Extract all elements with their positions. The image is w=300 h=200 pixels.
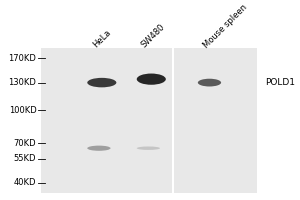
Ellipse shape [87, 78, 116, 87]
Text: 55KD: 55KD [14, 154, 36, 163]
Ellipse shape [198, 79, 221, 86]
Ellipse shape [137, 146, 160, 150]
Text: HeLa: HeLa [91, 28, 112, 50]
Text: POLD1: POLD1 [265, 78, 295, 87]
Text: 170KD: 170KD [8, 54, 36, 63]
FancyBboxPatch shape [41, 48, 257, 193]
Text: 70KD: 70KD [14, 139, 36, 148]
Text: 130KD: 130KD [8, 78, 36, 87]
Text: 40KD: 40KD [14, 178, 36, 187]
Ellipse shape [87, 146, 111, 151]
Text: 100KD: 100KD [9, 106, 36, 115]
Ellipse shape [137, 74, 166, 85]
Text: SW480: SW480 [139, 23, 166, 50]
Text: Mouse spleen: Mouse spleen [202, 2, 249, 50]
